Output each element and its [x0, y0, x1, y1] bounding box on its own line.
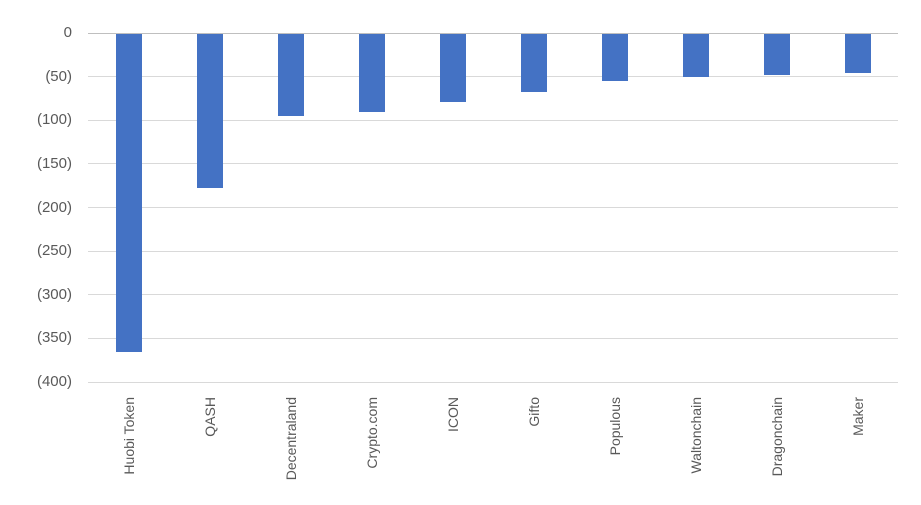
x-axis-category-label: ICON: [444, 397, 461, 432]
x-axis-category-label: Decentraland: [282, 397, 299, 481]
gridline: [88, 337, 898, 339]
y-axis-tick-label: 0: [63, 24, 72, 41]
bar-icon: [439, 33, 466, 102]
x-axis-category-label: Waltonchain: [687, 397, 704, 474]
bar-crypto-com: [358, 33, 385, 113]
gridline: [88, 119, 898, 121]
bar-gifto: [520, 33, 547, 92]
gridline: [88, 250, 898, 252]
x-axis-category-label: Huobi Token: [120, 397, 137, 475]
y-axis-tick-label: (350): [36, 329, 72, 347]
gridline: [88, 207, 898, 208]
y-axis-tick-label: (100): [36, 111, 72, 129]
y-axis-tick-label: (300): [36, 285, 72, 303]
bar-populous: [601, 33, 628, 81]
y-axis-tick-label: (150): [36, 154, 72, 172]
x-axis-category-label: Crypto.com: [363, 397, 380, 469]
bar-dragonchain: [763, 33, 790, 75]
bar-huobi-token: [115, 33, 142, 352]
gridline: [88, 76, 898, 78]
gridline: [88, 381, 898, 383]
x-axis-category-label: QASH: [201, 397, 218, 437]
y-axis-tick-label: (200): [36, 198, 72, 216]
x-axis-category-label: Dragonchain: [768, 397, 785, 477]
bar-decentraland: [277, 33, 304, 116]
bar-maker: [844, 33, 871, 73]
y-axis-tick-label: (400): [36, 373, 72, 390]
zero-axis-line: [88, 32, 898, 34]
gridline: [88, 163, 898, 165]
bar-waltonchain: [682, 33, 709, 78]
gridline: [88, 294, 898, 296]
x-axis-category-label: Populous: [606, 397, 623, 456]
y-axis-tick-label: (250): [36, 242, 72, 260]
y-axis-tick-label: (50): [45, 67, 72, 85]
x-axis-category-label: Maker: [849, 397, 866, 436]
bar-qash: [196, 33, 223, 188]
x-axis-category-label: Gifto: [525, 397, 542, 427]
